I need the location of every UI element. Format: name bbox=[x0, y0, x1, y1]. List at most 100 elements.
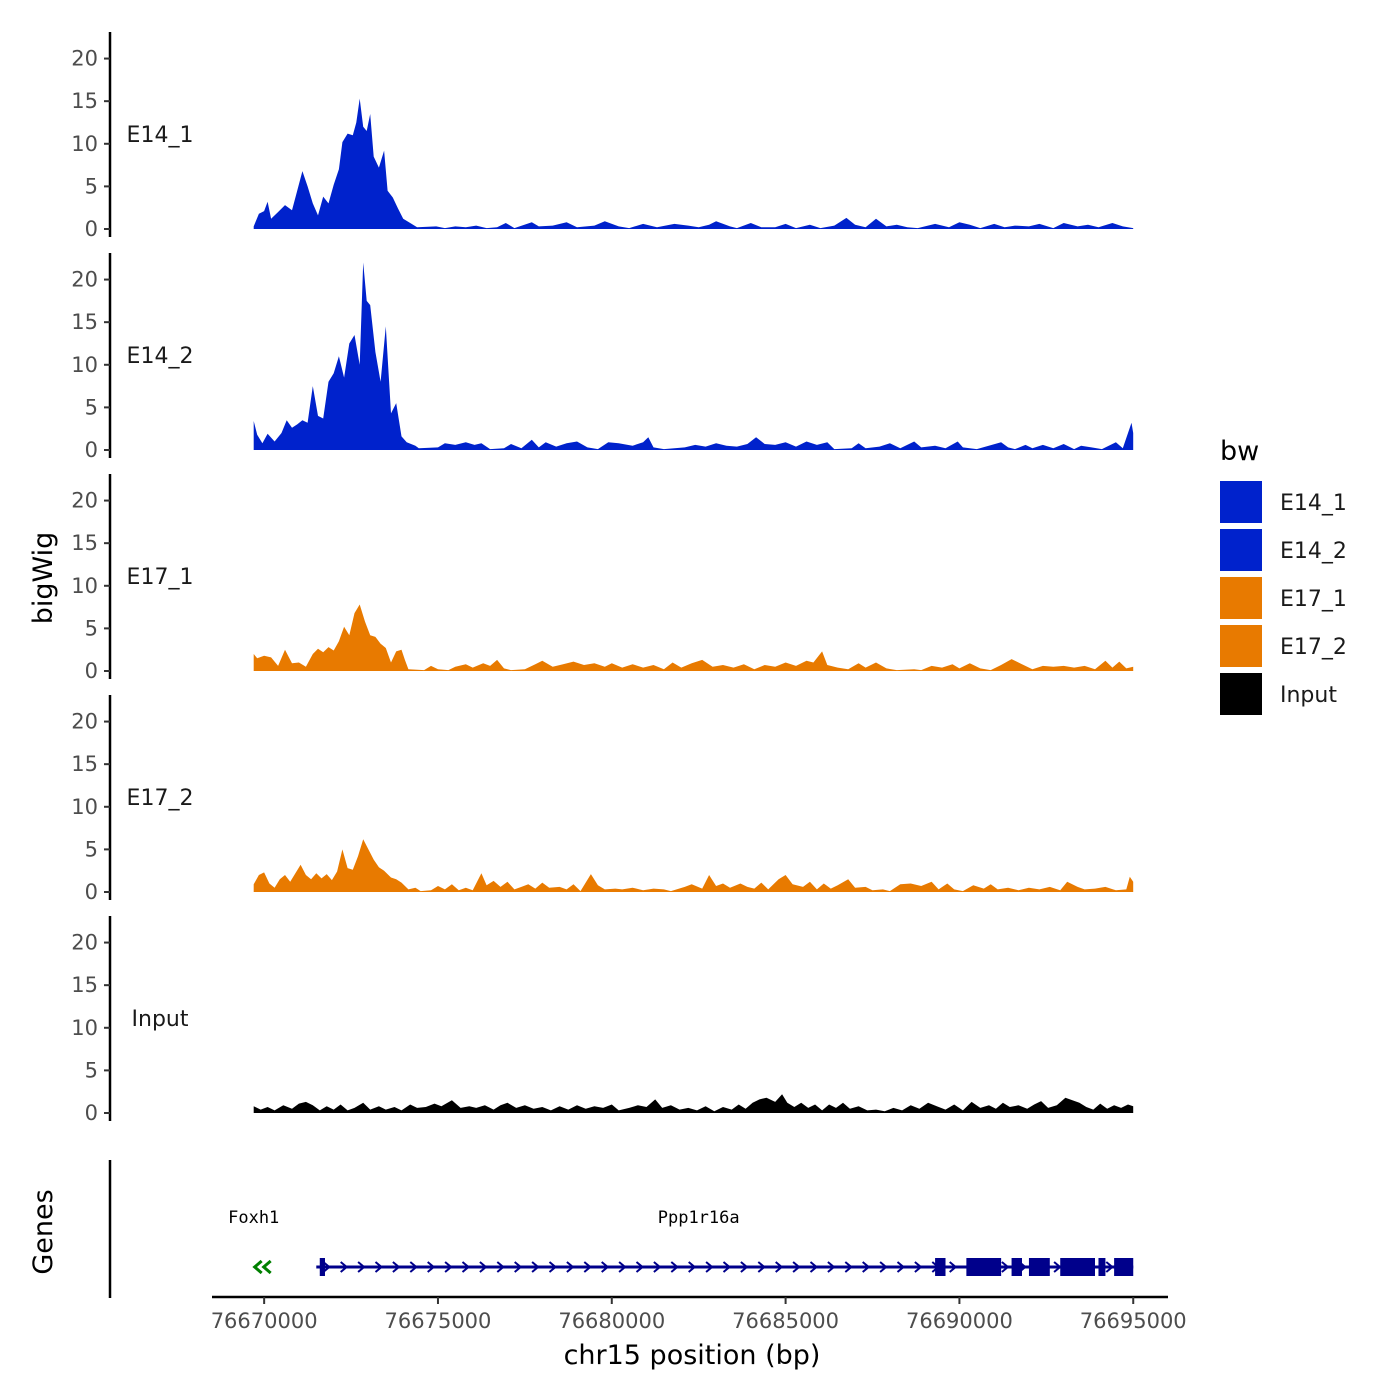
strand-arrow bbox=[357, 1261, 366, 1273]
y-tick-label: 0 bbox=[85, 1101, 98, 1125]
y-tick-label: 0 bbox=[85, 659, 98, 683]
strand-arrow bbox=[792, 1261, 801, 1273]
y-tick-label: 5 bbox=[85, 616, 98, 640]
legend-swatch-Input bbox=[1218, 671, 1264, 717]
strand-arrow bbox=[1001, 1261, 1010, 1273]
gene-Ppp1r16a: Ppp1r16a bbox=[316, 1208, 1134, 1276]
x-axis: 76670000 76675000 76680000 76685000 76690000… bbox=[211, 1295, 1187, 1333]
y-tick-label: 5 bbox=[85, 1058, 98, 1082]
x-tick-label: 76675000 bbox=[385, 1309, 492, 1333]
y-tick-label: 5 bbox=[85, 837, 98, 861]
strand-arrow bbox=[548, 1261, 558, 1273]
strand-arrow bbox=[444, 1261, 453, 1273]
x-tick-label: 76690000 bbox=[906, 1309, 1013, 1333]
y-tick-label: 0 bbox=[85, 217, 98, 241]
legend-label-E17_2: E17_2 bbox=[1280, 635, 1347, 660]
track-label-E17_2: E17_2 bbox=[127, 786, 194, 811]
gene-label: Foxh1 bbox=[228, 1208, 279, 1228]
strand-arrow bbox=[653, 1261, 662, 1273]
strand-arrow bbox=[635, 1261, 645, 1273]
strand-arrow bbox=[740, 1261, 749, 1273]
coverage-area-Input bbox=[253, 1094, 1134, 1113]
x-tick-label: 76695000 bbox=[1080, 1309, 1187, 1333]
gene-Foxh1: Foxh1 bbox=[228, 1208, 279, 1275]
strand-arrow bbox=[514, 1261, 523, 1273]
legend-label-E17_1: E17_1 bbox=[1280, 587, 1347, 612]
strand-arrow bbox=[409, 1261, 418, 1273]
strand-arrow bbox=[896, 1261, 906, 1273]
y-tick-label: 0 bbox=[85, 438, 98, 462]
track-label-E14_1: E14_1 bbox=[127, 123, 194, 148]
legend-swatch-E17_2 bbox=[1218, 623, 1264, 669]
strand-arrow bbox=[427, 1261, 436, 1273]
x-tick-label: 76680000 bbox=[558, 1309, 665, 1333]
y-tick-label: 10 bbox=[71, 574, 98, 598]
y-axis-title: bigWig bbox=[28, 532, 59, 625]
strand-arrow bbox=[531, 1261, 540, 1273]
y-tick-label: 20 bbox=[71, 47, 98, 71]
strand-arrow bbox=[949, 1261, 958, 1273]
gene-exon bbox=[1060, 1258, 1095, 1276]
coverage-area-E14_1 bbox=[253, 98, 1134, 229]
y-tick-label: 5 bbox=[85, 395, 98, 419]
strand-arrow bbox=[583, 1261, 592, 1273]
strand-arrow bbox=[879, 1261, 888, 1273]
legend: bw E14_1 E14_2 E17_1 E17_2 Input bbox=[1218, 436, 1347, 717]
gene-exon bbox=[319, 1258, 325, 1276]
gene-label: Ppp1r16a bbox=[658, 1208, 740, 1228]
x-tick-label: 76685000 bbox=[732, 1309, 839, 1333]
y-tick-label: 10 bbox=[71, 353, 98, 377]
strand-arrow bbox=[809, 1261, 819, 1273]
coverage-area-E17_2 bbox=[253, 839, 1134, 892]
strand-arrow bbox=[862, 1261, 871, 1273]
y-tick-label: 15 bbox=[71, 752, 98, 776]
y-tick-label: 20 bbox=[71, 268, 98, 292]
strand-arrow bbox=[601, 1261, 610, 1273]
gene-exon bbox=[1028, 1258, 1050, 1276]
y-tick-label: 15 bbox=[71, 310, 98, 334]
y-tick-label: 20 bbox=[71, 931, 98, 955]
gene-exon bbox=[1114, 1258, 1134, 1276]
x-tick-label: 76670000 bbox=[211, 1309, 318, 1333]
strand-arrow bbox=[566, 1261, 575, 1273]
strand-arrow bbox=[914, 1261, 923, 1273]
strand-arrow bbox=[461, 1261, 471, 1273]
coverage-area-E17_1 bbox=[253, 604, 1134, 671]
y-tick-label: 0 bbox=[85, 880, 98, 904]
gene-exon bbox=[1011, 1258, 1022, 1276]
track-label-E14_2: E14_2 bbox=[127, 344, 194, 369]
y-tick-label: 5 bbox=[85, 174, 98, 198]
gene-exon bbox=[966, 1258, 1002, 1276]
y-tick-label: 15 bbox=[71, 973, 98, 997]
y-tick-label: 10 bbox=[71, 795, 98, 819]
y-tick-label: 20 bbox=[71, 489, 98, 513]
strand-arrow bbox=[496, 1261, 505, 1273]
legend-swatch-E14_1 bbox=[1218, 479, 1264, 525]
y-tick-label: 15 bbox=[71, 531, 98, 555]
x-axis-title: chr15 position (bp) bbox=[564, 1340, 821, 1371]
strand-arrow bbox=[705, 1261, 714, 1273]
track-label-Input: Input bbox=[132, 1007, 189, 1032]
strand-arrow bbox=[688, 1261, 697, 1273]
y-tick-label: 20 bbox=[71, 710, 98, 734]
bigwig-tracks: 0 5 10 15 20 E14_1 0 5 10 15 20 E14_2 0 5 10 15 20 E17_1 0… bbox=[71, 32, 1134, 1125]
strand-arrow bbox=[844, 1261, 853, 1273]
legend-label-E14_2: E14_2 bbox=[1280, 539, 1347, 564]
legend-title: bw bbox=[1220, 436, 1259, 467]
genes-axis-title: Genes bbox=[28, 1189, 59, 1274]
strand-arrow bbox=[618, 1261, 627, 1273]
strand-arrow bbox=[340, 1261, 349, 1273]
y-tick-label: 15 bbox=[71, 89, 98, 113]
legend-swatch-E17_1 bbox=[1218, 575, 1264, 621]
strand-arrow bbox=[1053, 1261, 1062, 1273]
strand-arrow bbox=[757, 1261, 766, 1273]
legend-label-E14_1: E14_1 bbox=[1280, 491, 1347, 516]
track-label-E17_1: E17_1 bbox=[127, 565, 194, 590]
legend-swatch-E14_2 bbox=[1218, 527, 1264, 573]
strand-arrow bbox=[322, 1261, 331, 1273]
strand-arrow bbox=[252, 1259, 263, 1275]
strand-arrow bbox=[827, 1261, 836, 1273]
y-tick-label: 10 bbox=[71, 1016, 98, 1040]
strand-arrow bbox=[374, 1261, 384, 1273]
